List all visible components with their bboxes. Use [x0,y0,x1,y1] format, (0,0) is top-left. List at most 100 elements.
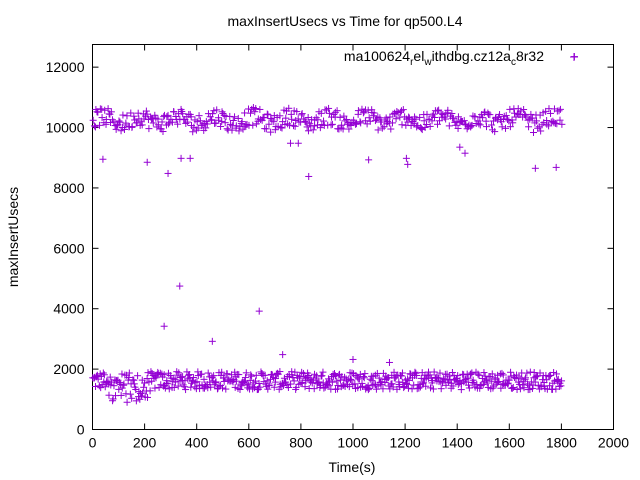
data-point [543,120,551,128]
data-point [537,127,545,135]
data-point [545,122,553,130]
data-point [552,163,560,171]
data-point [144,369,152,377]
data-point [550,369,558,377]
data-point [256,383,264,391]
data-point [393,108,401,116]
data-point [556,116,564,124]
data-point [138,392,146,400]
data-point [89,116,97,124]
data-point [123,398,131,406]
data-point [217,122,225,130]
data-point [139,389,147,397]
data-point [498,123,506,131]
chart-title: maxInsertUsecs vs Time for qp500.L4 [228,13,463,29]
data-point [291,122,299,130]
legend-part-4: 8r32 [516,48,544,64]
legend: ma100624relwithdbg.cz12ac8r32 [344,48,578,68]
data-point [376,114,384,122]
data-point [221,119,229,127]
data-point [182,119,190,127]
data-point [130,112,138,120]
data-point [117,391,125,399]
data-point [132,397,140,405]
data-point [223,125,231,133]
data-point [156,369,164,377]
data-point [523,369,531,377]
data-point [235,371,243,379]
data-point [219,384,227,392]
data-point [182,386,190,394]
data-point [456,143,464,151]
data-point [437,109,445,117]
data-point [464,374,472,382]
data-point [164,169,172,177]
data-point [505,117,513,125]
data-point [189,373,197,381]
data-point [305,172,313,180]
data-point [298,110,306,118]
data-point [449,382,457,390]
data-point [136,395,144,403]
data-point [279,351,287,359]
data-point [430,368,438,376]
data-point [251,377,259,385]
data-point [552,385,560,393]
data-point [511,109,519,117]
data-point [529,128,537,136]
data-point [415,384,423,392]
data-point [119,111,127,119]
data-point [557,382,565,390]
data-point [316,124,324,132]
data-point [480,369,488,377]
data-point [105,391,113,399]
data-point [255,380,263,388]
data-point [240,379,248,387]
data-point [280,374,288,382]
data-point [120,380,128,388]
data-point [450,114,458,122]
data-point [387,125,395,133]
data-point [467,122,475,130]
data-point [151,111,159,119]
data-point [168,118,176,126]
data-point [426,371,434,379]
data-point [243,380,251,388]
data-point [231,113,239,121]
data-point [297,379,305,387]
data-point [270,383,278,391]
data-point [248,372,256,380]
data-point [234,114,242,122]
data-point [524,116,532,124]
data-point [218,368,226,376]
data-point [509,383,517,391]
data-point [193,378,201,386]
data-point [301,383,309,391]
data-point [251,108,259,116]
data-point [552,370,560,378]
data-point [457,386,465,394]
data-point [496,111,504,119]
data-point [325,104,333,112]
data-point [104,105,112,113]
legend-part-2: el [413,48,424,64]
data-point [140,115,148,123]
data-point [264,385,272,393]
data-point [343,115,351,123]
data-point [404,384,412,392]
data-point [257,368,265,376]
data-point [422,382,430,390]
data-point [107,108,115,116]
legend-label: ma100624relwithdbg.cz12ac8r32 [344,48,544,68]
data-point [276,368,284,376]
data-point [176,282,184,290]
data-point [195,112,203,120]
data-point [508,384,516,392]
data-point [163,377,171,385]
data-point [366,117,374,125]
data-point [398,372,406,380]
data-point [118,370,126,378]
data-point [272,375,280,383]
data-point [298,379,306,387]
data-point [532,373,540,381]
